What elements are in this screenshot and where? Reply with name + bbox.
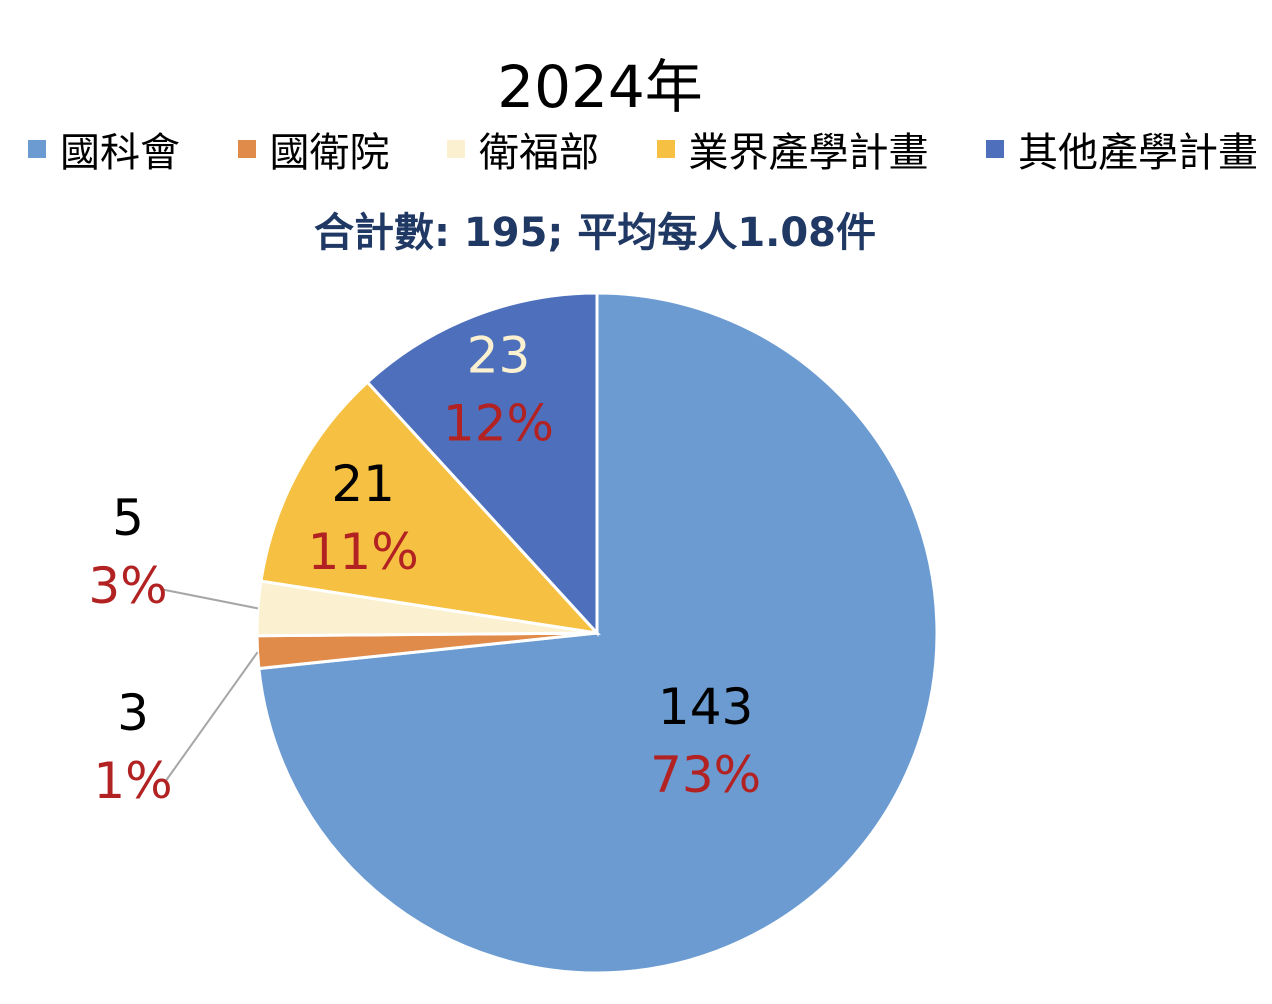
data-label-value: 3 — [117, 684, 149, 742]
legend-item: 衛福部 — [447, 120, 599, 178]
legend-label: 業界產學計畫 — [688, 130, 929, 176]
data-label-percent: 1% — [93, 752, 172, 810]
data-label-percent: 12% — [443, 394, 554, 452]
data-label-percent: 3% — [88, 557, 167, 615]
legend-item: 其他產學計畫 — [986, 120, 1258, 178]
pie-slice — [259, 380, 601, 636]
chart-legend: 國科會 國衛院 衛福部 業界產學計畫 其他產學計畫 — [28, 120, 1258, 178]
leader-line — [159, 588, 259, 610]
data-label-value: 21 — [331, 455, 395, 513]
data-label-percent: 73% — [650, 746, 761, 804]
data-label-percent: 11% — [308, 523, 419, 581]
legend-swatch — [656, 140, 675, 158]
data-label-value: 23 — [467, 326, 531, 384]
legend-swatch — [28, 140, 46, 158]
pie-slice — [365, 291, 599, 637]
legend-swatch — [986, 140, 1004, 158]
legend-item: 業界產學計畫 — [656, 120, 929, 178]
leader-line — [164, 651, 259, 783]
legend-swatch — [237, 140, 256, 158]
legend-item: 國科會 — [28, 120, 180, 178]
legend-label: 其他產學計畫 — [1018, 130, 1258, 176]
data-label-value: 5 — [112, 489, 144, 547]
data-label-value: 143 — [658, 678, 753, 736]
chart-subtitle: 合計數: 195; 平均每人1.08件 — [313, 210, 877, 256]
legend-label: 國衛院 — [269, 130, 390, 176]
legend-swatch — [447, 140, 465, 158]
chart-title: 2024年 — [497, 53, 703, 121]
legend-label: 衛福部 — [479, 130, 599, 176]
legend-item: 國衛院 — [237, 120, 390, 178]
legend-label: 國科會 — [60, 130, 180, 176]
